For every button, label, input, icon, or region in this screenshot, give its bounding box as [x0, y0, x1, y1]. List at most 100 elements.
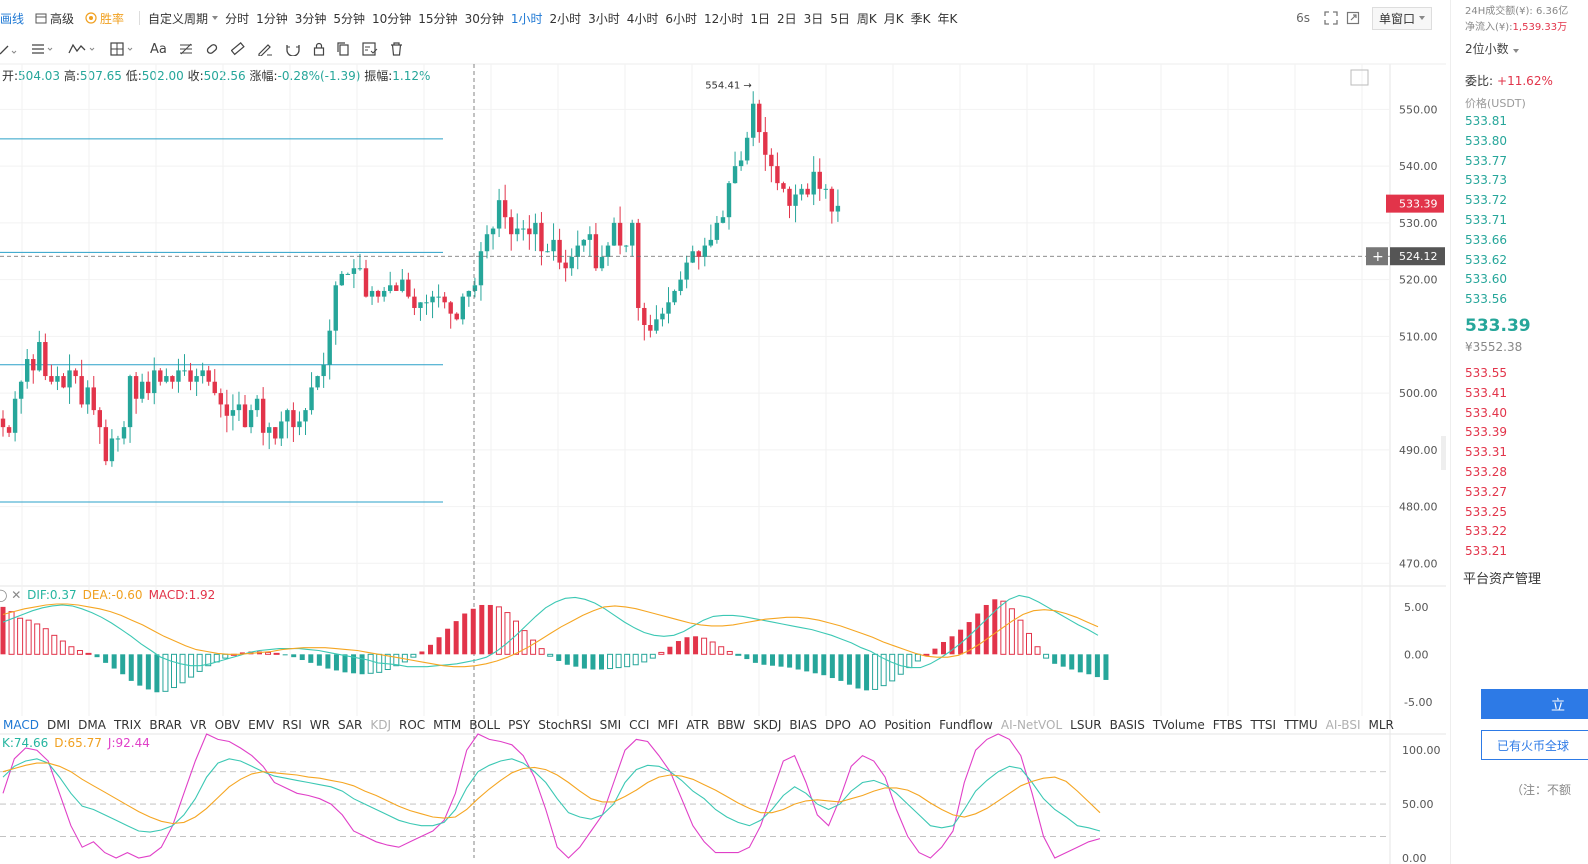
decimals-select[interactable]: 2位小数 [1465, 40, 1519, 57]
text-tool[interactable]: Aa [150, 41, 167, 57]
indicator-tab-12[interactable]: ROC [399, 718, 426, 732]
magnet-tool[interactable] [285, 42, 301, 56]
indicator-tab-10[interactable]: SAR [337, 718, 363, 732]
indicator-tab-35[interactable]: AI-BSI [1325, 718, 1361, 732]
period-12[interactable]: 12小时 [704, 11, 744, 26]
primary-action-button[interactable]: 立 [1481, 689, 1588, 719]
draw-button[interactable]: 画线 [0, 10, 24, 27]
indicator-tab-26[interactable]: Position [884, 718, 932, 732]
ruler-tool[interactable] [230, 42, 245, 56]
indicator-tab-2[interactable]: DMA [78, 718, 106, 732]
bid-price[interactable]: 533.28 [1465, 465, 1507, 479]
period-3[interactable]: 5分钟 [333, 11, 365, 26]
indicator-tab-0[interactable]: MACD [3, 718, 39, 732]
line-tool[interactable] [0, 42, 18, 56]
bid-price[interactable]: 533.41 [1465, 385, 1507, 400]
indicator-tab-23[interactable]: BIAS [789, 718, 817, 732]
advanced-button[interactable]: 高级 [35, 10, 74, 27]
indicator-tab-36[interactable]: MLR [1368, 718, 1394, 732]
ask-price[interactable]: 533.60 [1465, 272, 1507, 287]
ask-price[interactable]: 533.73 [1465, 173, 1507, 188]
indicator-tab-15[interactable]: PSY [508, 718, 531, 732]
indicator-tab-14[interactable]: BOLL [469, 718, 501, 732]
indicator-tab-8[interactable]: RSI [282, 718, 302, 732]
indicator-tab-34[interactable]: TTMU [1284, 718, 1318, 732]
ask-price[interactable]: 533.72 [1465, 193, 1507, 208]
period-6[interactable]: 30分钟 [464, 11, 504, 26]
indicator-tab-27[interactable]: Fundflow [939, 718, 993, 732]
period-9[interactable]: 3小时 [588, 11, 620, 26]
indicator-tab-20[interactable]: ATR [686, 718, 710, 732]
brush-tool[interactable] [257, 42, 273, 56]
period-15[interactable]: 3日 [803, 11, 824, 26]
period-14[interactable]: 2日 [776, 11, 797, 26]
bid-price[interactable]: 533.27 [1465, 484, 1507, 499]
indicator-tab-17[interactable]: SMI [599, 718, 622, 732]
fib-tool[interactable] [179, 42, 193, 56]
wave-tool[interactable] [68, 42, 98, 56]
bid-price[interactable]: 533.55 [1465, 366, 1507, 380]
asset-management-link[interactable]: 平台资产管理 [1463, 572, 1542, 587]
fullscreen-icon[interactable] [1324, 11, 1338, 25]
indicator-tab-1[interactable]: DMI [46, 718, 71, 732]
refresh-interval[interactable]: 6s [1296, 11, 1310, 25]
period-4[interactable]: 10分钟 [372, 11, 412, 26]
period-1[interactable]: 1分钟 [256, 11, 288, 26]
period-13[interactable]: 1日 [750, 11, 770, 26]
copy-tool[interactable] [337, 42, 350, 56]
indicator-tab-30[interactable]: BASIS [1109, 718, 1145, 732]
indicator-tab-32[interactable]: FTBS [1212, 718, 1243, 732]
bid-price[interactable]: 533.25 [1465, 504, 1507, 519]
indicator-tab-4[interactable]: BRAR [149, 718, 183, 732]
ask-price[interactable]: 533.81 [1465, 114, 1507, 128]
indicator-tab-3[interactable]: TRIX [113, 718, 142, 732]
indicator-tab-19[interactable]: MFI [657, 718, 679, 732]
ask-price[interactable]: 533.62 [1465, 252, 1507, 267]
winrate-button[interactable]: 胜率 [85, 10, 124, 27]
template-tool[interactable] [362, 42, 378, 56]
period-0[interactable]: 分时 [225, 11, 250, 26]
bid-price[interactable]: 533.21 [1465, 544, 1507, 559]
indicator-tab-11[interactable]: KDJ [370, 718, 391, 732]
secondary-action-button[interactable]: 已有火币全球 [1481, 730, 1588, 760]
period-8[interactable]: 2小时 [549, 11, 582, 26]
period-7[interactable]: 1小时 [510, 11, 543, 26]
bid-price[interactable]: 533.40 [1465, 405, 1507, 420]
period-18[interactable]: 月K [883, 11, 904, 26]
custom-period-select[interactable]: 自定义周期 [148, 10, 219, 27]
kline-chart[interactable]: 550.00 540.00 530.00 520.00 510.00 500.00 490.… [0, 0, 1446, 864]
indicator-tab-9[interactable]: WR [309, 718, 330, 732]
indicator-tab-13[interactable]: MTM [433, 718, 462, 732]
period-17[interactable]: 周K [856, 11, 877, 26]
grid-tool[interactable] [110, 42, 138, 56]
popout-icon[interactable] [1346, 11, 1360, 25]
lock-tool[interactable] [313, 42, 325, 56]
ask-price[interactable]: 533.71 [1465, 213, 1507, 227]
indicator-tab-29[interactable]: LSUR [1070, 718, 1102, 732]
period-16[interactable]: 5日 [830, 11, 850, 26]
delete-tool[interactable] [390, 42, 403, 56]
period-5[interactable]: 15分钟 [418, 11, 458, 26]
indicator-tab-21[interactable]: BBW [717, 718, 746, 732]
ask-price[interactable]: 533.56 [1465, 292, 1507, 307]
period-10[interactable]: 4小时 [626, 11, 659, 26]
period-2[interactable]: 3分钟 [294, 11, 327, 26]
period-19[interactable]: 季K [910, 11, 931, 26]
indicator-tab-31[interactable]: TVolume [1152, 718, 1205, 732]
indicator-tab-7[interactable]: EMV [248, 718, 275, 732]
indicator-tab-22[interactable]: SKDJ [753, 718, 782, 732]
indicator-tab-33[interactable]: TTSI [1250, 718, 1277, 732]
indicator-tab-16[interactable]: StochRSI [538, 718, 592, 732]
link-tool[interactable] [205, 42, 219, 56]
bid-price[interactable]: 533.31 [1465, 445, 1507, 460]
ask-price[interactable]: 533.80 [1465, 133, 1507, 148]
bid-price[interactable]: 533.22 [1465, 524, 1507, 539]
window-mode-select[interactable]: 单窗口 [1371, 6, 1432, 30]
period-20[interactable]: 年K [937, 11, 958, 26]
ask-price[interactable]: 533.66 [1465, 232, 1507, 247]
indicator-tab-18[interactable]: CCI [629, 718, 650, 732]
indicator-tab-24[interactable]: DPO [824, 718, 851, 732]
indicator-tab-25[interactable]: AO [858, 718, 877, 732]
bid-price[interactable]: 533.39 [1465, 425, 1507, 440]
hline-tool[interactable] [30, 42, 56, 56]
